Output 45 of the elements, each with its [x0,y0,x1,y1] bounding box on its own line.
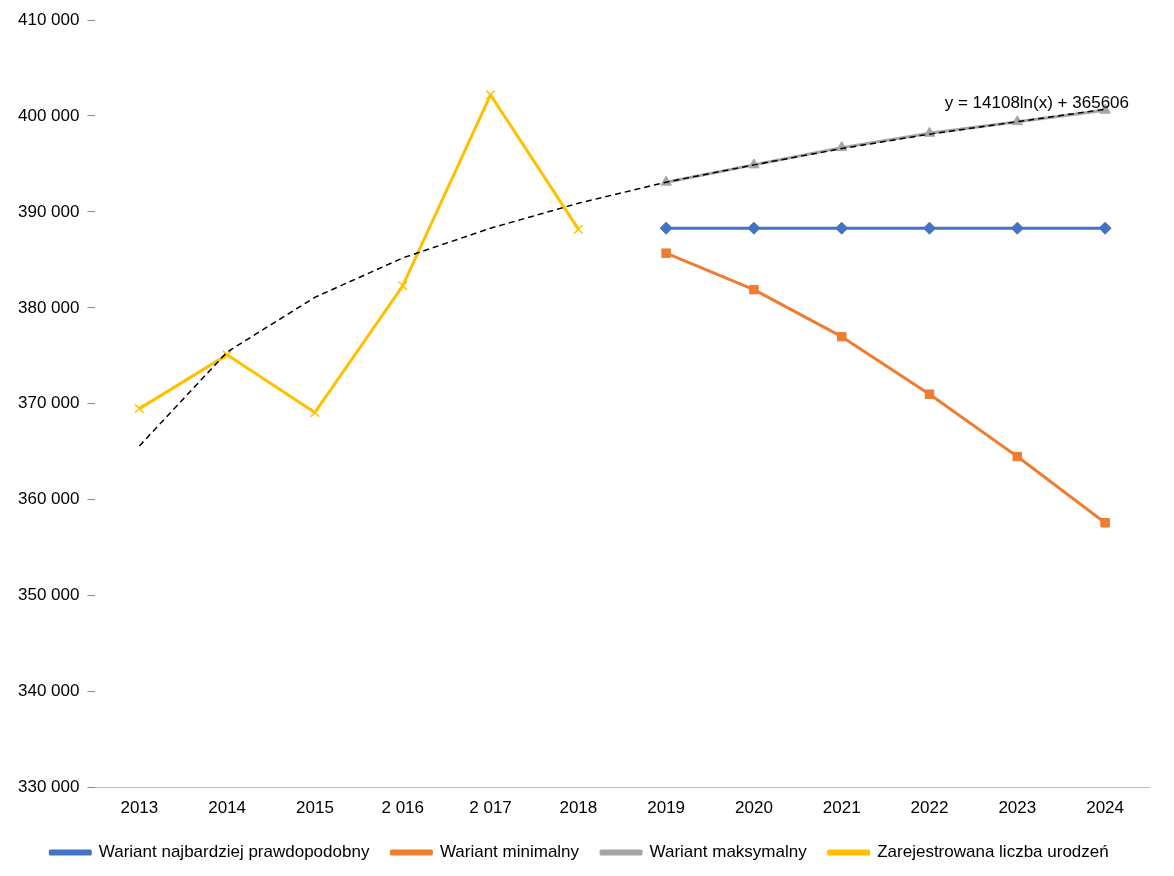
point [659,221,673,235]
x-tick-label: 2013 [120,798,159,818]
point [923,221,937,235]
point [485,89,496,100]
x-tick-label: 2 017 [469,798,512,818]
point [924,389,935,399]
legend-label: Wariant minimalny [439,842,580,862]
point [835,221,849,235]
y-tick-label: 330 000 [18,777,80,797]
y-tick-label: 360 000 [18,489,80,509]
x-tick-label: 2018 [559,798,598,818]
legend-label: Wariant najbardziej prawdopodobny [98,842,370,862]
point [1098,221,1112,235]
point [134,403,145,414]
point [1010,221,1024,235]
y-tick-label: 350 000 [18,585,80,605]
point [749,284,759,295]
point [747,221,761,235]
y-tick-label: 340 000 [18,681,80,701]
x-tick-label: 2 016 [381,798,425,818]
x-tick-label: 2023 [998,798,1037,818]
x-tick-label: 2021 [822,798,861,818]
point [1011,115,1023,126]
x-tick-label: 2014 [208,798,247,818]
x-tick-label: 2024 [1086,798,1125,818]
y-tick-label: 390 000 [18,201,80,221]
point [397,280,408,291]
x-tick-label: 2022 [910,798,949,818]
point [1100,518,1110,528]
y-tick-label: 370 000 [18,393,80,413]
point [1012,451,1023,462]
x-tick-label: 2019 [647,798,686,818]
y-tick-label: 380 000 [18,297,80,317]
point [309,407,320,418]
point [661,248,671,258]
legend-label: Wariant maksymalny [649,842,808,862]
annotation: y = 14108ln(x) + 365606 [944,93,1129,113]
point [573,224,584,235]
point [836,331,847,342]
legend-label: Zarejestrowana liczba urodzeń [877,842,1109,862]
y-tick-label: 400 000 [18,105,80,125]
y-tick-label: 410 000 [18,9,80,29]
x-tick-label: 2015 [296,798,334,818]
point [222,349,233,360]
x-tick-label: 2020 [735,798,773,818]
